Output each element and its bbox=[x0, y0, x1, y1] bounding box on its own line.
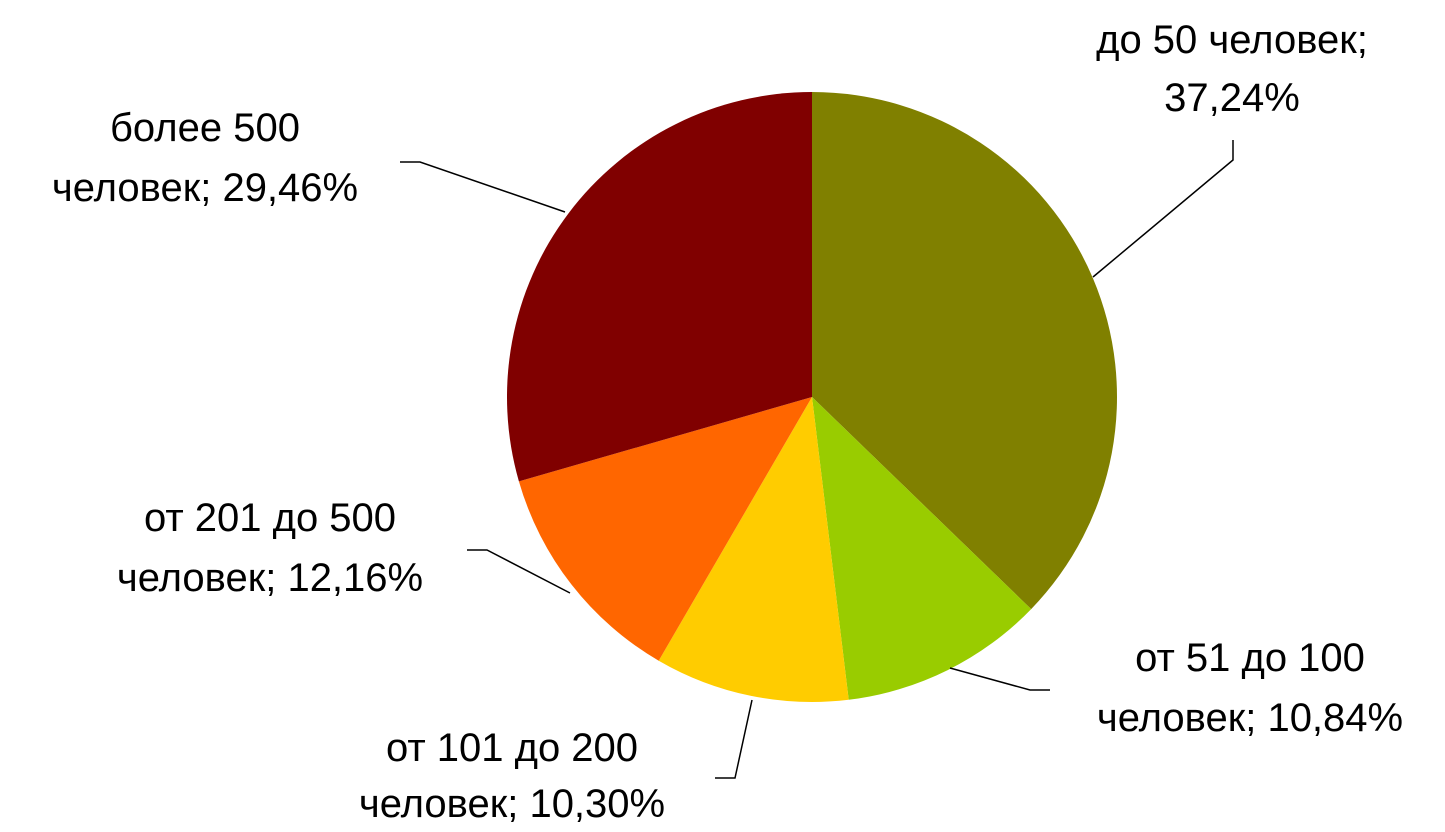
pie-slice bbox=[812, 397, 1032, 700]
data-label-line: человек; 10,30% bbox=[359, 782, 665, 826]
data-label-line: человек; 12,16% bbox=[117, 556, 423, 600]
pie-slice bbox=[658, 397, 849, 702]
data-label-line: от 51 до 100 bbox=[1135, 636, 1365, 680]
data-label-line: до 50 человек; bbox=[1096, 18, 1368, 62]
data-label-line: человек; 10,84% bbox=[1097, 696, 1403, 740]
data-label-line: от 201 до 500 bbox=[144, 496, 396, 540]
pie-slice bbox=[506, 92, 812, 482]
leader-line bbox=[715, 699, 753, 779]
data-label-line: от 101 до 200 bbox=[386, 726, 638, 770]
leader-line bbox=[467, 549, 571, 594]
leader-line bbox=[1092, 140, 1234, 278]
data-label-line: более 500 bbox=[110, 106, 300, 150]
data-label: от 201 до 500 человек; 12,16% bbox=[117, 496, 423, 600]
pie-slice bbox=[518, 397, 812, 661]
data-label: от 51 до 100 человек; 10,84% bbox=[1097, 636, 1403, 740]
pie-slice bbox=[812, 92, 1117, 610]
leader-line bbox=[949, 667, 1050, 691]
data-label: более 500 человек; 29,46% bbox=[52, 106, 358, 210]
data-label: до 50 человек; 37,24% bbox=[1096, 18, 1368, 120]
data-label-line: 37,24% bbox=[1164, 76, 1300, 120]
leader-line bbox=[400, 161, 566, 213]
data-label: от 101 до 200 человек; 10,30% bbox=[359, 726, 665, 826]
data-label-line: человек; 29,46% bbox=[52, 166, 358, 210]
